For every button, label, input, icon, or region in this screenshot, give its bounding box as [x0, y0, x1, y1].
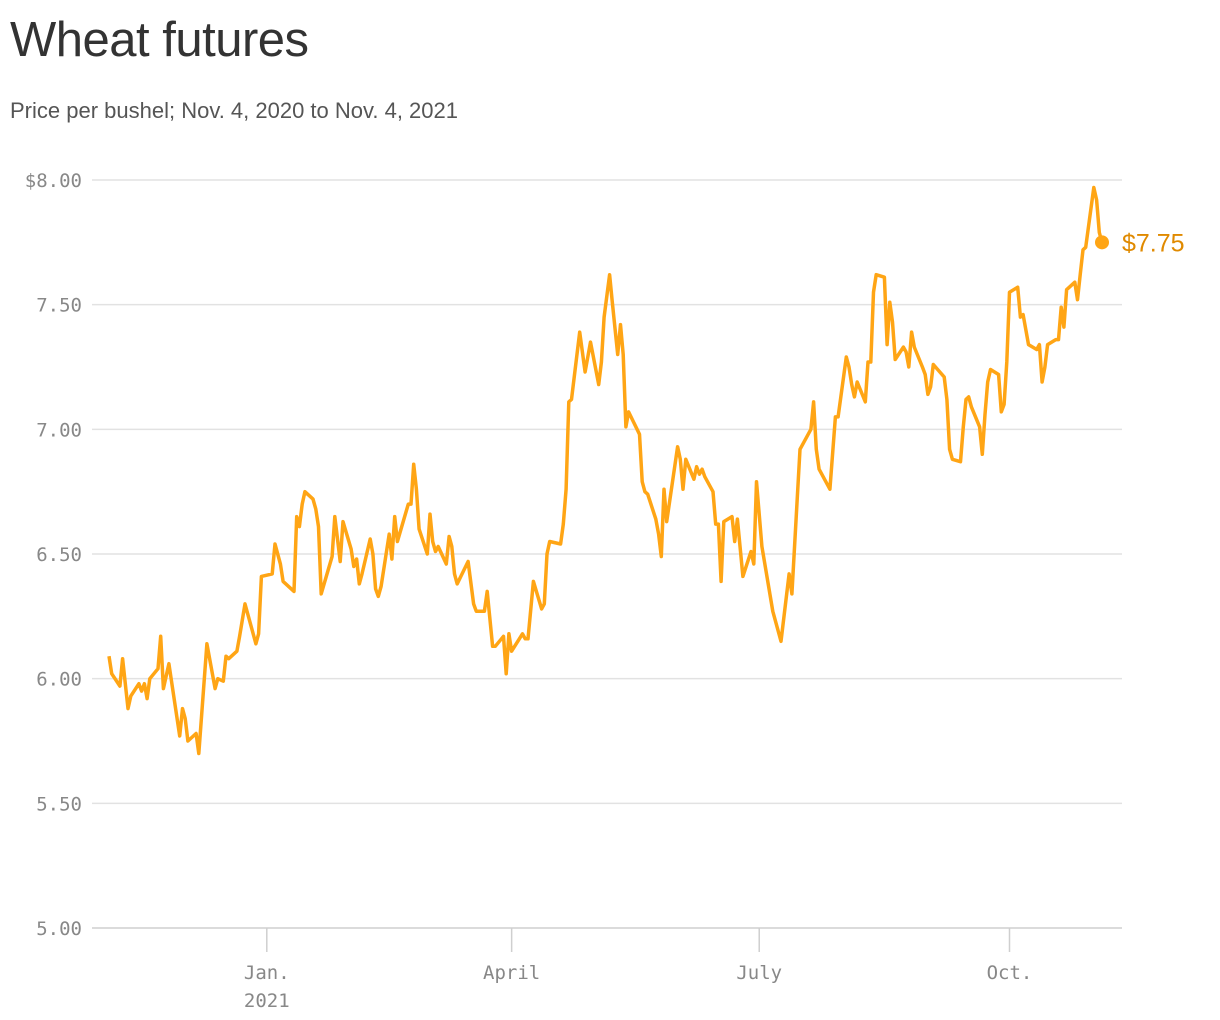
y-tick-label: $8.00	[25, 170, 82, 192]
y-tick-label: 6.00	[36, 669, 82, 691]
y-axis: $8.00 7.50 7.00 6.50 6.00 5.50 5.00	[25, 170, 82, 940]
y-tick-label: 7.00	[36, 419, 82, 441]
gridlines	[92, 179, 1122, 929]
chart-subtitle: Price per bushel; Nov. 4, 2020 to Nov. 4…	[10, 98, 459, 123]
price-line	[107, 185, 1104, 756]
x-tick-sublabel: 2021	[244, 990, 290, 1012]
x-tick-label: July	[736, 962, 782, 984]
y-tick-label: 7.50	[36, 295, 82, 317]
x-tick-label: Jan.	[244, 962, 290, 984]
y-tick-label: 5.00	[36, 918, 82, 940]
y-tick-label: 6.50	[36, 544, 82, 566]
series-wheat-price: $7.75	[107, 185, 1185, 756]
last-value-label: $7.75	[1122, 229, 1185, 257]
last-point-marker	[1095, 235, 1109, 250]
x-axis: Jan. 2021 April July Oct.	[244, 928, 1032, 1012]
chart-title: Wheat futures	[10, 13, 309, 67]
x-tick-label: Oct.	[987, 962, 1033, 984]
x-tick-label: April	[483, 962, 540, 984]
y-tick-label: 5.50	[36, 793, 82, 815]
